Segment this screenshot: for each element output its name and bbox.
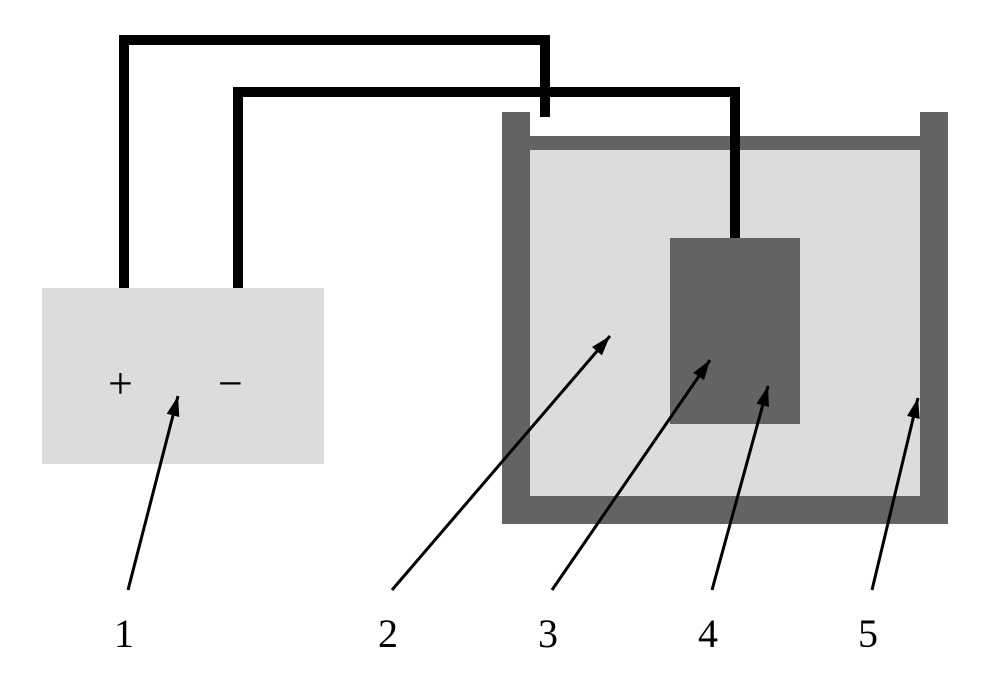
tank-right-post [920,112,948,140]
callout-4-label: 4 [698,610,718,657]
wire-1 [124,40,545,288]
diagram-stage: +− 12345 [0,0,1000,681]
callout-2-label: 2 [378,610,398,657]
callout-3-label: 3 [538,610,558,657]
callout-1-label: 1 [114,610,134,657]
electrode-core [670,238,800,424]
callout-5-label: 5 [858,610,878,657]
tank-left-post [502,112,530,140]
terminal-minus-label: − [218,359,243,408]
power-supply-box [42,288,324,464]
terminal-plus-label: + [108,359,133,408]
diagram-svg: +− [0,0,1000,681]
